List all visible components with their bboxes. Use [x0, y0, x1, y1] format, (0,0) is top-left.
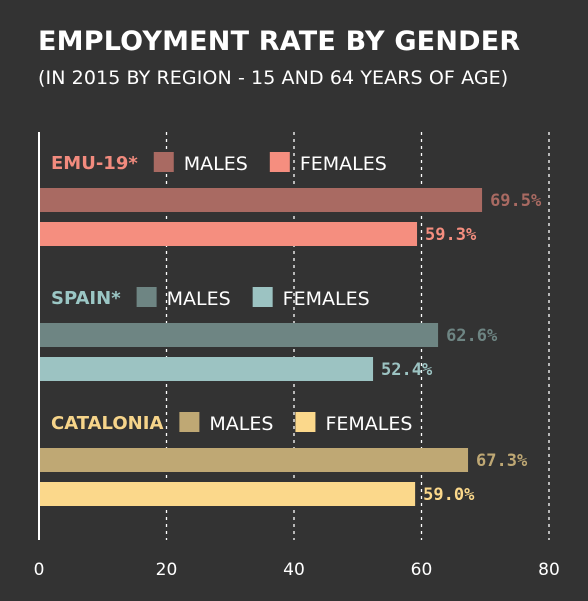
chart-title: EMPLOYMENT RATE BY GENDER [38, 26, 521, 57]
region-label-catalonia: CATALONIA [51, 413, 163, 434]
legend-swatch-catalonia-females [295, 412, 316, 432]
region-label-spain: SPAIN* [51, 288, 121, 309]
x-tick-label-0: 0 [34, 560, 45, 580]
value-label-emu-19-females: 59.3% [425, 225, 477, 245]
x-tick-label-80: 80 [538, 560, 560, 580]
value-label-catalonia-males: 67.3% [476, 451, 528, 471]
x-tick-label-40: 40 [283, 560, 305, 580]
bar-spain-males [39, 323, 439, 347]
legend-label-spain-males: MALES [167, 288, 231, 310]
bar-catalonia-females [39, 482, 416, 506]
x-tick-label-60: 60 [411, 560, 433, 580]
value-label-spain-males: 62.6% [446, 326, 498, 346]
chart-subtitle: (IN 2015 BY REGION - 15 AND 64 YEARS OF … [38, 67, 509, 89]
legend-swatch-spain-males [136, 287, 157, 307]
bar-emu-19-males [39, 188, 483, 212]
value-label-catalonia-females: 59.0% [423, 485, 475, 505]
bar-emu-19-females [39, 222, 418, 246]
bar-spain-females [39, 357, 374, 381]
legend-label-emu-19-females: FEMALES [300, 153, 387, 175]
legend-label-catalonia-females: FEMALES [325, 413, 412, 435]
x-tick-label-20: 20 [156, 560, 178, 580]
legend-swatch-emu-19-males [153, 152, 174, 172]
legend-swatch-emu-19-females [269, 152, 290, 172]
value-label-spain-females: 52.4% [381, 360, 433, 380]
value-label-emu-19-males: 69.5% [490, 191, 542, 211]
legend-swatch-catalonia-males [179, 412, 200, 432]
legend-swatch-spain-females [252, 287, 273, 307]
legend-label-catalonia-males: MALES [209, 413, 273, 435]
legend-label-spain-females: FEMALES [283, 288, 370, 310]
region-label-emu-19: EMU-19* [51, 153, 138, 174]
legend-label-emu-19-males: MALES [184, 153, 248, 175]
bar-catalonia-males [39, 448, 469, 472]
